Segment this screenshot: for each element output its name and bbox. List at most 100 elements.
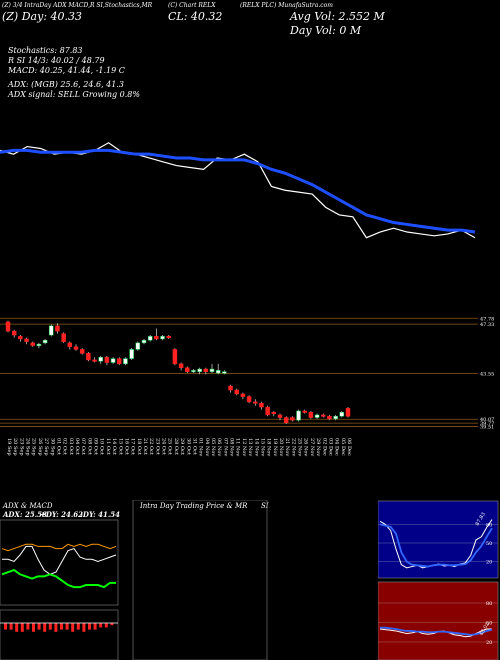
date-tick: 06 Dec (346, 438, 352, 456)
level-label: 43.55 (480, 372, 494, 378)
date-tick: 20 Nov (278, 438, 284, 456)
date-tick: 15 Nov (259, 438, 265, 456)
candle-body (110, 358, 116, 363)
stoch-tick: 80 (486, 522, 492, 528)
candle-body (240, 393, 246, 397)
date-tick: 29 Nov (315, 438, 321, 456)
rsi-tick: 20 (486, 640, 492, 646)
candle-body (172, 349, 178, 365)
date-tick: 04 Oct (74, 438, 80, 455)
symbol-tag: (C) Chart RELX (168, 2, 216, 9)
candle-body (42, 340, 48, 344)
candle-body (117, 358, 122, 365)
date-tick: 03 Oct (68, 438, 74, 455)
candle-body (129, 349, 134, 359)
macd-bar (54, 623, 58, 632)
candle-body (147, 336, 153, 341)
date-tick: 02 Dec (321, 438, 327, 456)
candle-body (166, 336, 171, 339)
date-tick: 07 Oct (80, 438, 86, 455)
date-tick: 25 Oct (167, 438, 173, 455)
stochastics-readout: Stochastics: 87.83 (8, 46, 83, 55)
date-tick: 06 Nov (216, 438, 222, 456)
date-tick: 31 Oct (191, 438, 197, 455)
macd-bar (110, 623, 114, 626)
candle-body (67, 342, 73, 348)
rsi-frame (378, 581, 499, 660)
intra-frame (132, 500, 268, 660)
date-tick: 10 Oct (99, 438, 105, 455)
candle-body (55, 325, 60, 332)
date-tick: 19 Nov (272, 438, 278, 456)
macd-bar (15, 623, 19, 632)
candle-body (123, 358, 128, 365)
macd-bar (32, 623, 35, 632)
rsi-tick: 80 (486, 601, 492, 607)
candle-body (259, 402, 264, 408)
candle-body (36, 343, 42, 346)
candle-body (191, 370, 196, 373)
date-tick: 02 Oct (62, 438, 68, 455)
date-tick: 04 Dec (334, 438, 340, 456)
macd-frame (0, 609, 119, 660)
candle-body (11, 330, 17, 336)
date-tick: 23 Oct (154, 438, 160, 455)
candle-body (92, 359, 97, 362)
date-tick: 22 Nov (290, 438, 296, 456)
level-label: 39.51 (480, 425, 494, 431)
candle-body (327, 415, 332, 420)
macd-bar (37, 623, 41, 630)
candle-body (98, 357, 103, 362)
adx-series-adx (2, 545, 117, 575)
date-tick: 20 Sep (12, 438, 18, 456)
candle-body (61, 333, 66, 342)
macd-bar (65, 623, 69, 630)
close-price-label: CL: 40.32 (168, 10, 223, 23)
macd-bar (99, 623, 103, 628)
intraday-panel: Intra Day Trading Price & MR SI (132, 500, 269, 660)
date-tick: 25 Nov (297, 438, 303, 456)
date-tick: 18 Nov (266, 438, 272, 456)
macd-bar (4, 623, 7, 630)
adx-frame (0, 519, 119, 606)
macd-bar (20, 623, 24, 632)
date-tick: 26 Nov (303, 438, 309, 456)
date-tick: 08 Oct (86, 438, 92, 455)
date-tick: 15 Oct (117, 438, 123, 455)
candle-body (271, 412, 277, 415)
date-tick: 30 Oct (185, 438, 191, 455)
macd-bar (93, 623, 97, 630)
date-tick: 05 Nov (210, 438, 216, 456)
date-tick: 19 Sep (6, 438, 12, 456)
date-tick: 29 Oct (179, 438, 185, 455)
candle-body (49, 325, 54, 336)
candle-body (178, 363, 184, 369)
intra-panel-side-title: SI (261, 502, 269, 510)
candle-body (290, 417, 295, 421)
candle-body (345, 408, 351, 417)
candle-body (333, 415, 338, 420)
date-tick: 07 Nov (222, 438, 228, 456)
day-price-label: (Z) Day: 40.33 (2, 10, 83, 23)
date-tick: 24 Sep (25, 438, 31, 456)
date-tick: 16 Oct (123, 438, 129, 455)
candle-body (18, 336, 23, 340)
candle-body (283, 417, 289, 424)
rsi-readout: R SI 14/3: 40.02 / 48.79 (8, 56, 105, 65)
mdi-value: -DY: 41.54 (80, 510, 120, 519)
candle-body (5, 321, 11, 332)
candle-body (104, 357, 110, 363)
candle-body (209, 368, 215, 372)
adx-readout: ADX: (MGB) 25.6, 24.6, 41.3 (8, 80, 124, 89)
date-tick: 27 Nov (309, 438, 315, 456)
macd-bar (82, 623, 86, 632)
date-tick: 03 Dec (327, 438, 333, 456)
date-tick: 28 Oct (173, 438, 179, 455)
candle-body (321, 414, 326, 417)
candle-body (79, 349, 85, 354)
candle-body (30, 342, 35, 346)
rsi-series-signal (380, 626, 493, 636)
macd-readout: MACD: 40.25, 41.44, -1.19 C (8, 66, 125, 75)
